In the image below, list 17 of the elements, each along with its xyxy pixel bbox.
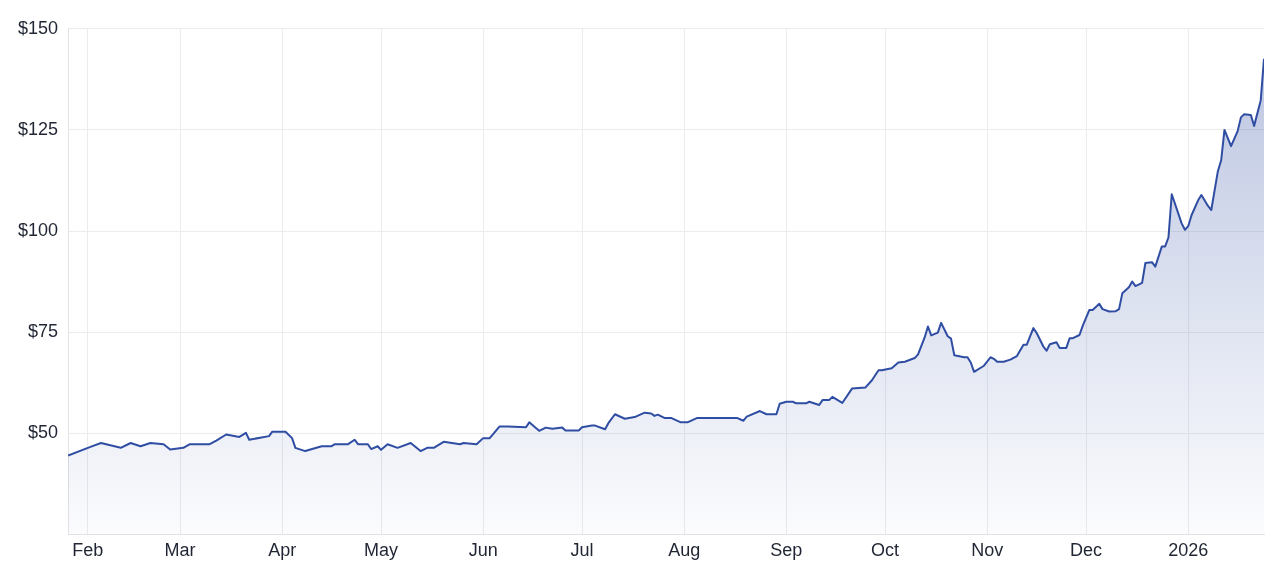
x-tick-label: May	[364, 540, 399, 561]
x-tick-label: Aug	[668, 540, 701, 561]
x-tick-label: Sep	[770, 540, 803, 561]
y-tick-label: $50	[28, 422, 59, 443]
y-tick-label: $75	[28, 321, 59, 342]
y-tick-label: $100	[18, 220, 59, 241]
x-tick-label: Jun	[468, 540, 498, 561]
x-tick-label: Jul	[570, 540, 594, 561]
y-tick-label: $150	[18, 17, 59, 38]
x-tick-label: Nov	[971, 540, 1004, 561]
x-tick-label: Mar	[164, 540, 196, 561]
y-tick-label: $125	[18, 118, 59, 139]
x-tick-label: Dec	[1070, 540, 1103, 561]
x-tick-label: 2026	[1168, 540, 1209, 561]
x-tick-label: Oct	[871, 540, 900, 561]
x-tick-label: Apr	[268, 540, 297, 561]
x-tick-label: Feb	[72, 540, 104, 561]
